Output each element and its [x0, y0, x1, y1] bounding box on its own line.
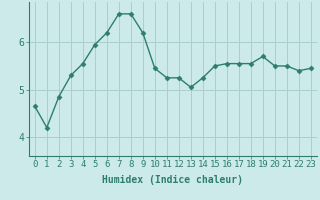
X-axis label: Humidex (Indice chaleur): Humidex (Indice chaleur) [102, 175, 243, 185]
